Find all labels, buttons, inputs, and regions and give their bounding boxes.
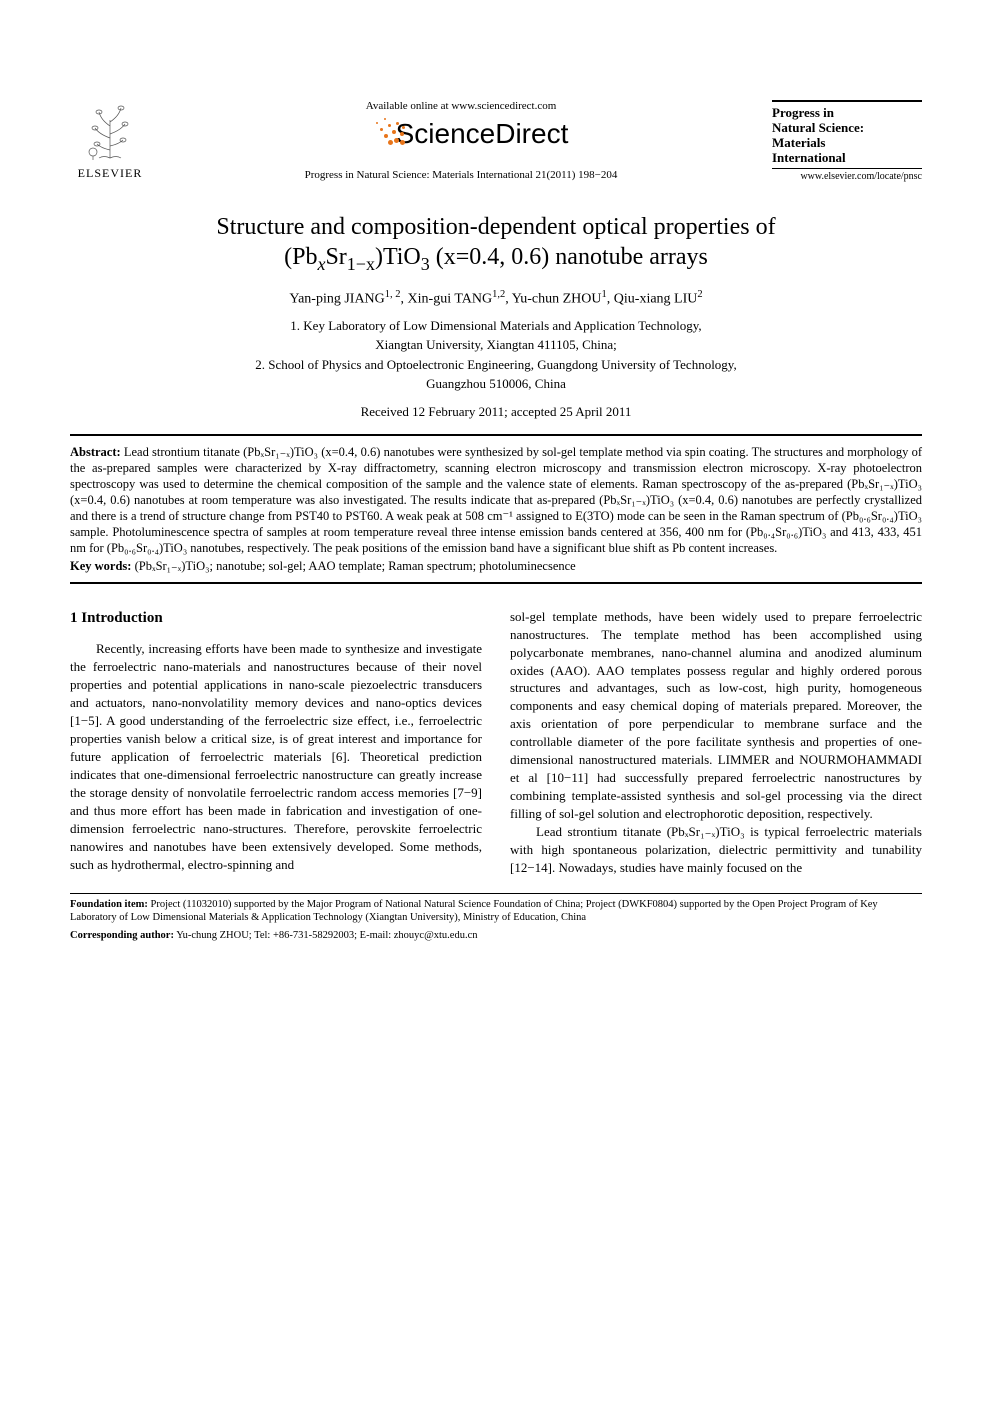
journal-brand-line4: International bbox=[772, 151, 922, 166]
authors: Yan-ping JIANG1, 2, Xin-gui TANG1,2, Yu-… bbox=[70, 289, 922, 308]
journal-url: www.elsevier.com/locate/pnsc bbox=[772, 168, 922, 182]
journal-brand-line3: Materials bbox=[772, 136, 922, 151]
journal-brand-line1: Progress in bbox=[772, 106, 922, 121]
author-4: , Qiu-xiang LIU bbox=[607, 292, 698, 307]
sciencedirect-text: ScienceDirect bbox=[396, 118, 569, 150]
section-heading-1: 1 Introduction bbox=[70, 608, 482, 629]
author-1: Yan-ping JIANG bbox=[289, 292, 384, 307]
para-col2b: Lead strontium titanate (PbₓSr₁₋ₓ)TiO₃ i… bbox=[510, 823, 922, 877]
title-line1: Structure and composition-dependent opti… bbox=[216, 214, 775, 240]
column-right: sol-gel template methods, have been wide… bbox=[510, 608, 922, 877]
keywords: Key words: (PbₓSr₁₋ₓ)TiO₃; nanotube; sol… bbox=[70, 558, 922, 574]
body-columns: 1 Introduction Recently, increasing effo… bbox=[70, 608, 922, 877]
elsevier-tree-icon bbox=[79, 100, 141, 162]
para-col2a: sol-gel template methods, have been wide… bbox=[510, 608, 922, 823]
sciencedirect-icon bbox=[354, 116, 390, 152]
received-line: Received 12 February 2011; accepted 25 A… bbox=[70, 404, 922, 420]
para-col1: Recently, increasing efforts have been m… bbox=[70, 640, 482, 873]
journal-brand-line2: Natural Science: bbox=[772, 121, 922, 136]
keywords-text: (PbₓSr₁₋ₓ)TiO₃; nanotube; sol-gel; AAO t… bbox=[131, 559, 575, 573]
footnote-corresponding: Corresponding author: Yu-chung ZHOU; Tel… bbox=[70, 929, 922, 943]
elsevier-text: ELSEVIER bbox=[70, 166, 150, 181]
keywords-label: Key words: bbox=[70, 559, 131, 573]
abstract-label: Abstract: bbox=[70, 445, 121, 459]
article-title: Structure and composition-dependent opti… bbox=[70, 212, 922, 275]
abstract: Abstract: Lead strontium titanate (PbₓSr… bbox=[70, 444, 922, 556]
affil-2a: 2. School of Physics and Optoelectronic … bbox=[70, 355, 922, 375]
author-2-sup: 1,2 bbox=[492, 289, 505, 300]
affil-2b: Guangzhou 510006, China bbox=[70, 374, 922, 394]
affil-1a: 1. Key Laboratory of Low Dimensional Mat… bbox=[70, 316, 922, 336]
journal-brand: Progress in Natural Science: Materials I… bbox=[772, 100, 922, 166]
rule-below-abstract bbox=[70, 582, 922, 584]
title-mid2: )TiO bbox=[375, 244, 421, 270]
elsevier-logo: ELSEVIER bbox=[70, 100, 150, 181]
title-sub2: 1−x bbox=[347, 254, 375, 274]
title-post: (x=0.4, 0.6) nanotube arrays bbox=[430, 244, 708, 270]
journal-citation-line: Progress in Natural Science: Materials I… bbox=[150, 169, 772, 181]
title-mid1: Sr bbox=[325, 244, 346, 270]
author-4-sup: 2 bbox=[697, 289, 702, 300]
footnote-foundation: Foundation item: Project (11032010) supp… bbox=[70, 898, 922, 925]
header-row: ELSEVIER Available online at www.science… bbox=[70, 100, 922, 182]
rule-above-abstract bbox=[70, 434, 922, 436]
abstract-text: Lead strontium titanate (PbₓSr₁₋ₓ)TiO₃ (… bbox=[70, 445, 922, 555]
author-2: , Xin-gui TANG bbox=[401, 292, 493, 307]
available-online-text: Available online at www.sciencedirect.co… bbox=[150, 100, 772, 112]
footnote-rule bbox=[70, 893, 922, 894]
column-left: 1 Introduction Recently, increasing effo… bbox=[70, 608, 482, 877]
center-header: Available online at www.sciencedirect.co… bbox=[150, 100, 772, 181]
foundation-label: Foundation item: bbox=[70, 899, 148, 910]
affiliations: 1. Key Laboratory of Low Dimensional Mat… bbox=[70, 316, 922, 394]
title-line2-pre: (Pb bbox=[284, 244, 317, 270]
foundation-text: Project (11032010) supported by the Majo… bbox=[70, 899, 878, 924]
author-1-sup: 1, 2 bbox=[385, 289, 401, 300]
corresponding-label: Corresponding author: bbox=[70, 930, 174, 941]
author-3: , Yu-chun ZHOU bbox=[505, 292, 601, 307]
affil-1b: Xiangtan University, Xiangtan 411105, Ch… bbox=[70, 335, 922, 355]
journal-brand-block: Progress in Natural Science: Materials I… bbox=[772, 100, 922, 182]
corresponding-text: Yu-chung ZHOU; Tel: +86-731-58292003; E-… bbox=[174, 930, 478, 941]
sciencedirect-logo: ScienceDirect bbox=[354, 116, 569, 152]
title-sub3: 3 bbox=[421, 254, 430, 274]
